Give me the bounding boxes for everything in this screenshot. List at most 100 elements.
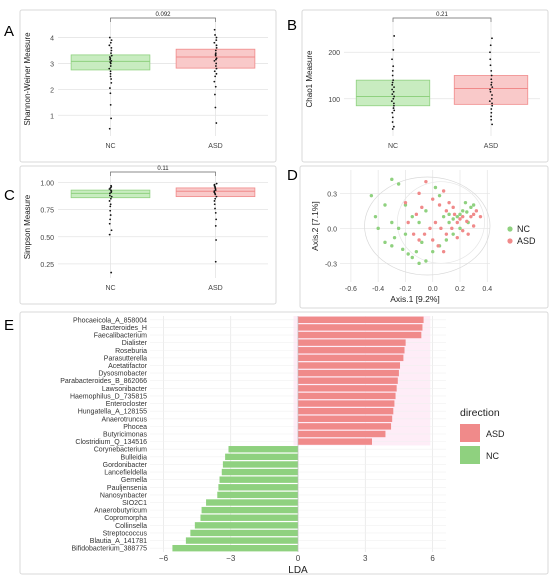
point-nc (465, 210, 469, 214)
point-nc (451, 232, 455, 236)
data-point (393, 109, 396, 112)
legend-title: direction (460, 407, 500, 419)
data-point (110, 52, 112, 54)
point-nc (461, 209, 465, 213)
category-label: Lancefieldella (104, 470, 147, 477)
bar-nc (219, 476, 298, 483)
panel-letter-d: D (287, 167, 298, 184)
y-tick-label: 0.75 (40, 208, 54, 215)
legend: NC ASD (507, 224, 536, 246)
point-nc (458, 212, 462, 217)
point-nc (390, 220, 394, 225)
bar-nc (194, 522, 298, 529)
point-nc (383, 203, 387, 207)
panel-letter-a: A (4, 23, 14, 40)
point-asd (466, 232, 470, 236)
x-tick-label-nc: NC (105, 143, 115, 150)
panel-frame (299, 165, 549, 309)
data-point (214, 75, 217, 78)
data-point (108, 44, 111, 47)
data-point (490, 81, 493, 84)
data-point (110, 184, 112, 187)
category-label: Dialister (122, 340, 148, 347)
legend-label-nc: NC (517, 224, 530, 234)
point-nc (403, 232, 408, 236)
panel-letter-b: B (287, 17, 297, 34)
panel-d-pcoa: -0.6 -0.4 -0.2 0.0 0.2 0.4 -0.3 0.0 0.3 Axis.1 [9… (299, 165, 549, 309)
point-nc (447, 212, 451, 217)
data-point (213, 183, 216, 186)
data-point (215, 182, 218, 185)
data-point (108, 36, 111, 39)
y-tick-label: 4 (50, 36, 54, 43)
point-nc (403, 203, 408, 207)
y-tick-label: 1.00 (40, 181, 54, 188)
data-point (215, 72, 218, 75)
data-point (392, 49, 395, 51)
bar-nc (217, 491, 298, 499)
data-point (213, 70, 216, 73)
point-asd (441, 189, 446, 193)
data-point (391, 58, 393, 61)
data-point (215, 36, 218, 39)
x-tick-label: -0.4 (372, 286, 384, 293)
category-label: Gordonibacter (103, 462, 148, 469)
y-tick-label: 0.25 (40, 262, 54, 269)
point-asd (436, 244, 440, 248)
point-nc (433, 185, 438, 190)
point-asd (420, 205, 424, 210)
data-point (215, 62, 218, 65)
data-point (214, 197, 217, 200)
point-asd (458, 217, 462, 221)
point-asd (417, 191, 421, 196)
bar-asd (298, 415, 393, 422)
data-point (109, 205, 112, 208)
category-label: Hungatella_A_128155 (78, 409, 147, 416)
point-asd (437, 203, 442, 207)
category-label: Bulleidia (121, 454, 148, 461)
point-asd (471, 224, 476, 228)
point-nc (471, 203, 476, 207)
data-point (489, 88, 492, 91)
data-point (490, 97, 493, 100)
box-nc (355, 79, 431, 107)
x-axis-label: LDA (288, 565, 308, 576)
data-point (393, 86, 395, 89)
data-point (109, 203, 112, 206)
legend-label-asd: ASD (486, 429, 505, 439)
legend-swatch-nc (507, 226, 513, 232)
data-point (214, 49, 217, 52)
point-nc (447, 220, 451, 225)
point-nc (396, 226, 401, 231)
x-axis-label: Axis.1 [9.2%] (390, 294, 440, 304)
x-tick-label: 3 (363, 554, 368, 563)
data-point (110, 47, 113, 49)
bar-asd (298, 377, 398, 384)
point-nc (424, 259, 428, 263)
data-point (214, 93, 216, 96)
bar-asd (298, 400, 395, 407)
category-label: Pauljensenia (107, 485, 147, 492)
bar-asd (298, 362, 401, 369)
point-asd (422, 232, 427, 236)
point-asd (444, 232, 449, 236)
data-point (489, 44, 492, 47)
point-nc (455, 214, 459, 219)
y-axis-label: Simpson Measure (23, 194, 32, 259)
data-point (110, 81, 113, 84)
data-point (109, 41, 112, 44)
bar-asd (298, 430, 386, 438)
bar-asd (298, 385, 397, 392)
point-asd (444, 209, 449, 213)
data-point (214, 85, 217, 88)
box-asd (453, 75, 529, 105)
y-tick-label: 100 (328, 97, 340, 104)
bar-asd (298, 331, 422, 339)
y-tick-label: 0.0 (327, 226, 337, 233)
category-label: Corynebacterium (94, 447, 147, 454)
point-nc (444, 238, 449, 242)
data-point (109, 104, 112, 106)
point-asd (417, 238, 421, 242)
data-point (490, 115, 493, 118)
